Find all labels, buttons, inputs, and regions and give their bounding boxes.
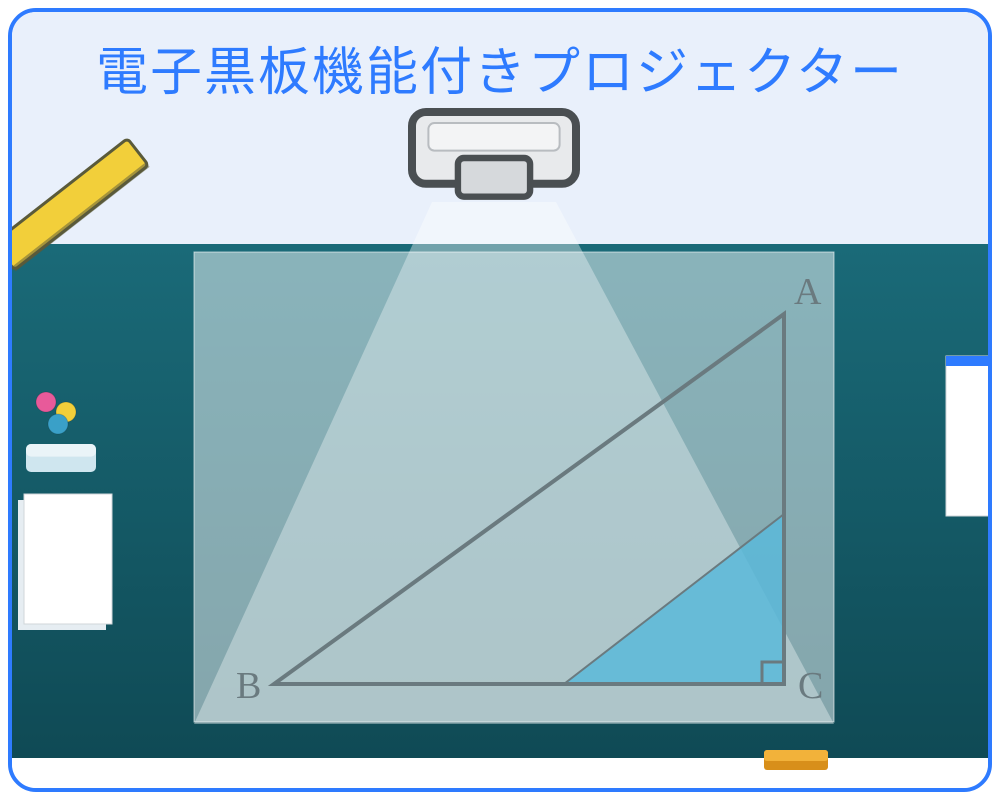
eraser-icon xyxy=(26,444,96,472)
board-duster-icon xyxy=(764,750,828,770)
panel-right xyxy=(946,356,992,516)
vertex-label-C: C xyxy=(798,664,823,708)
projector-icon xyxy=(412,112,576,197)
vertex-label-A: A xyxy=(794,270,821,314)
diagram-stage xyxy=(12,12,992,792)
infographic-card: 電子黒板機能付きプロジェクター xyxy=(8,8,992,792)
vertex-label-B: B xyxy=(236,664,261,708)
papers-left xyxy=(18,494,112,630)
